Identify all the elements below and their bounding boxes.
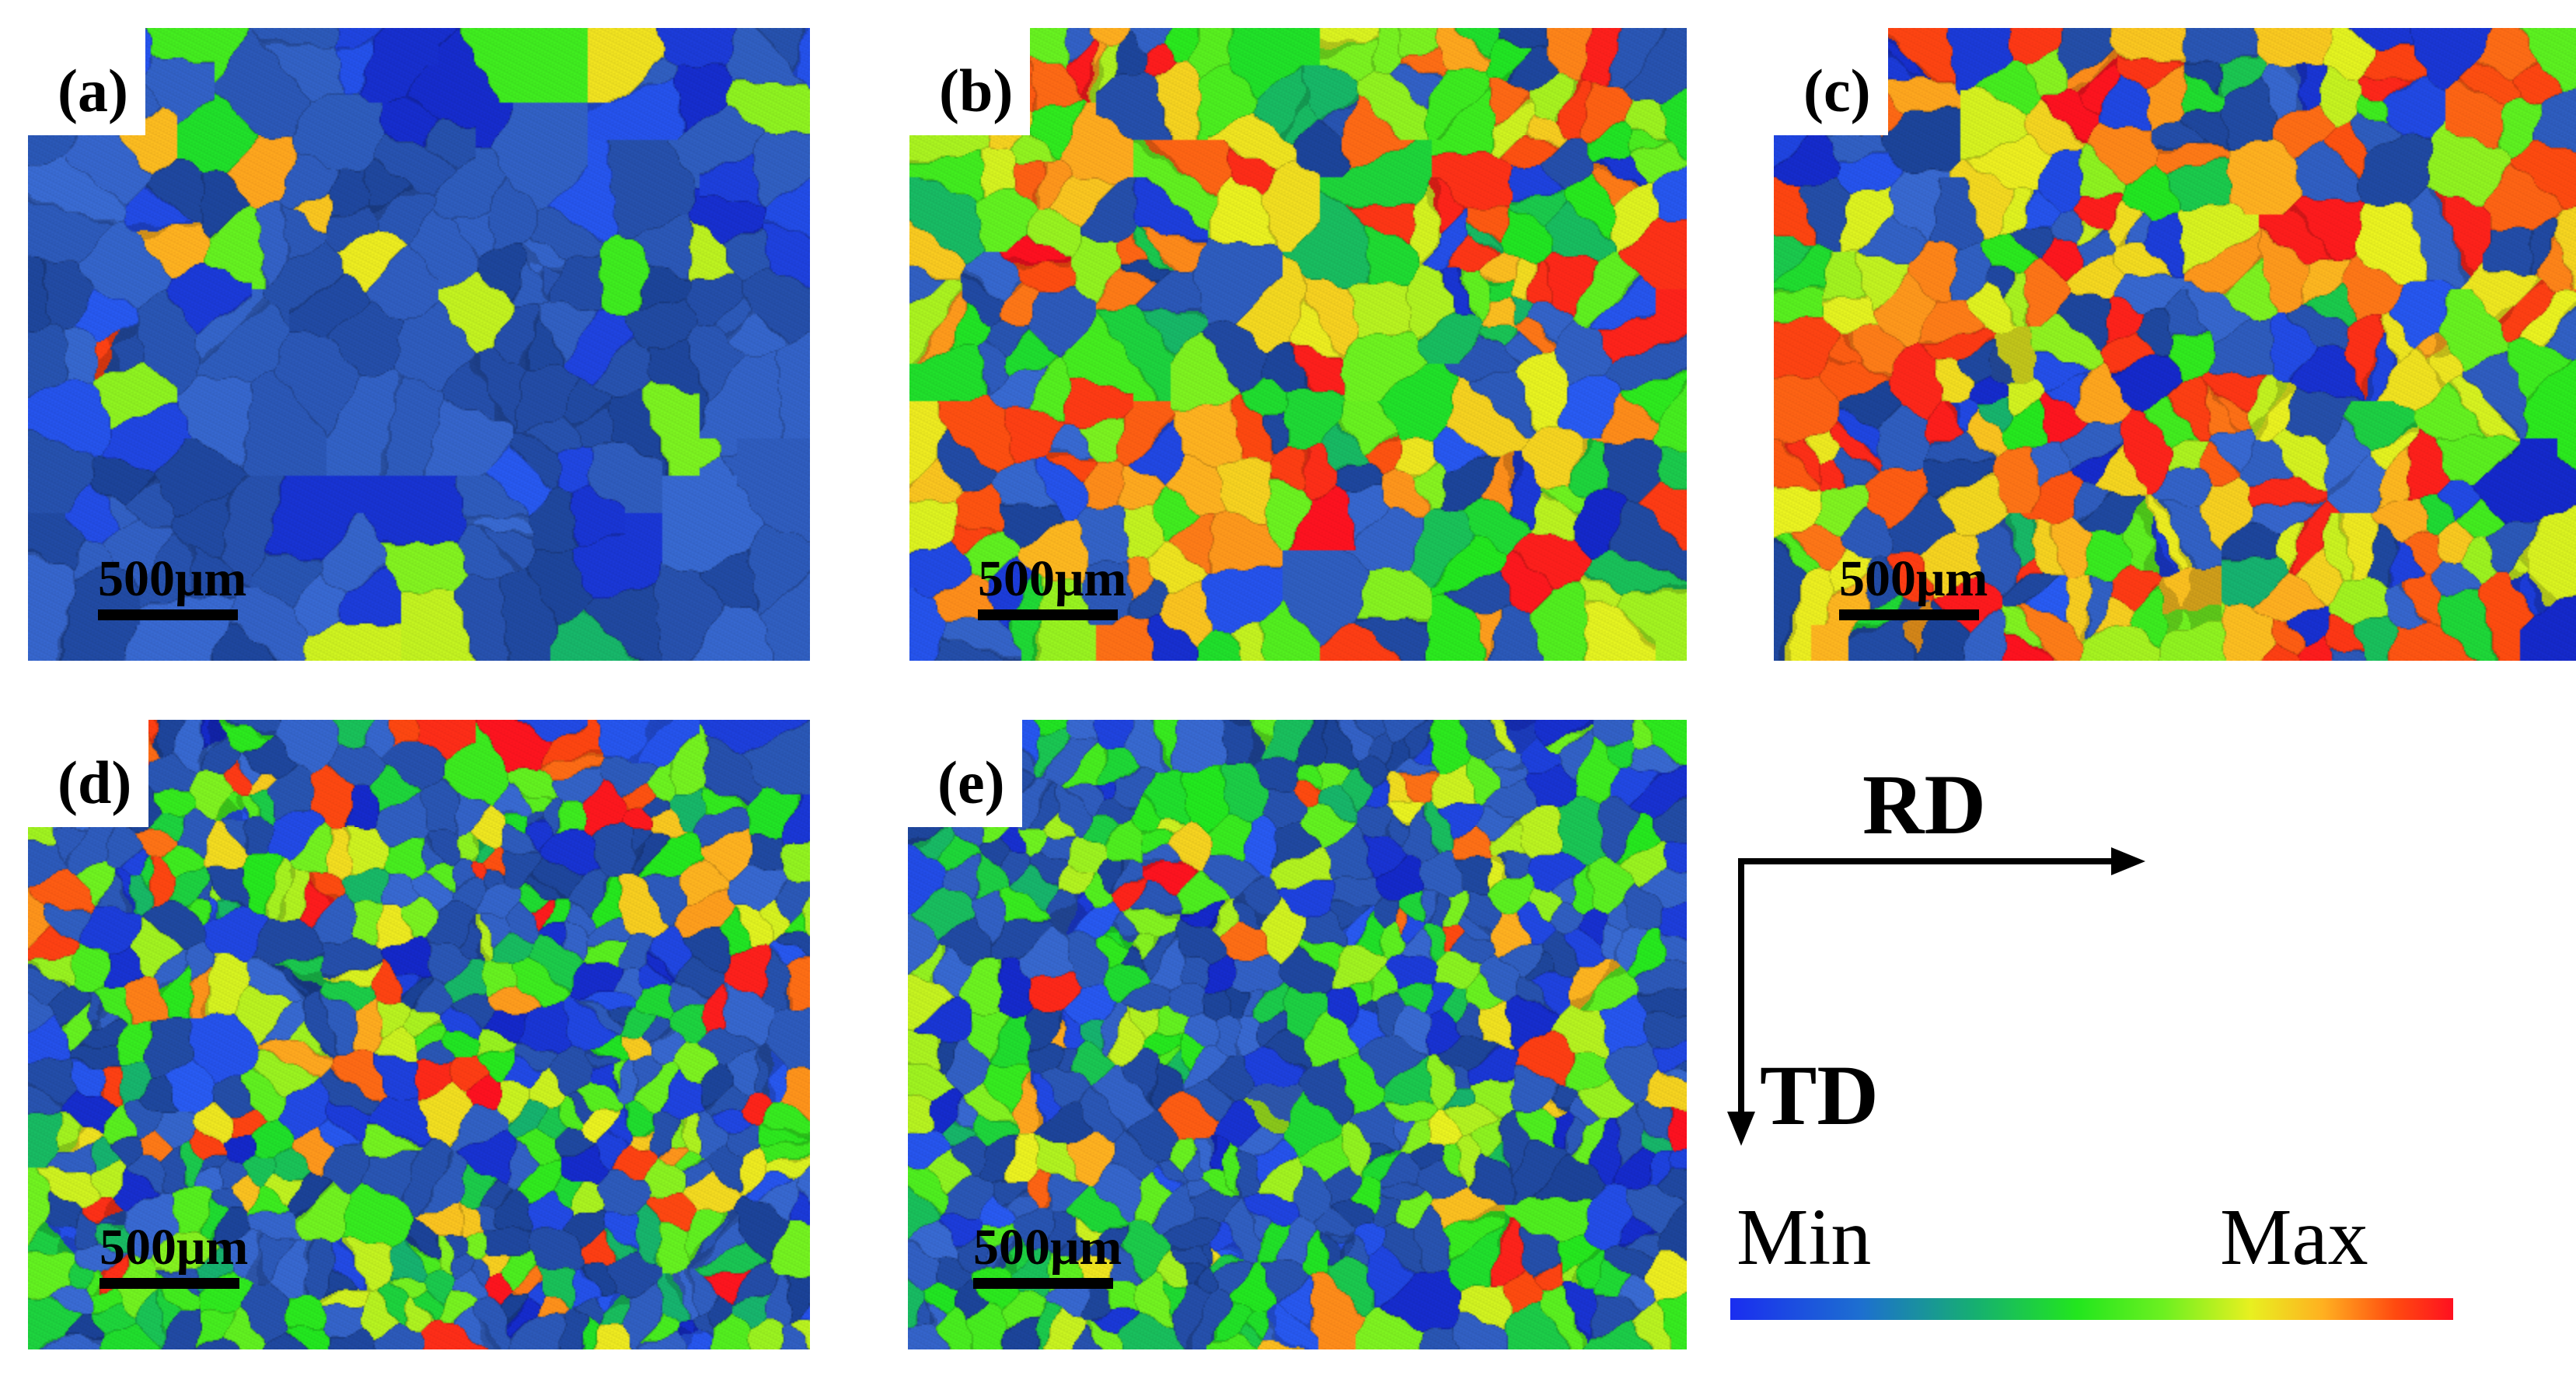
panel-label: (d) [28,720,149,827]
grain-map-image [908,720,1687,1349]
scale-bar-line [98,609,238,620]
scale-bar-label: 500μm [99,1219,249,1276]
ebsd-map-panel-e: (e) 500μm [908,720,1687,1349]
td-axis-label: TD [1760,1048,1879,1143]
panel-label: (a) [28,28,145,135]
ebsd-map-panel-b: (b) 500μm [909,28,1687,661]
color-scale-legend: Min Max [1729,1197,2459,1321]
panel-label: (b) [909,28,1031,135]
scale-bar-label: 500μm [978,550,1127,607]
grain-map-image [28,720,810,1349]
scale-bar-label: 500μm [98,550,247,607]
scale-bar-label: 500μm [973,1219,1122,1276]
ebsd-map-panel-d: (d) 500μm [28,720,810,1349]
scale-bar-label: 500μm [1839,550,1988,607]
ebsd-map-panel-a: (a) 500μm [28,28,810,661]
panel-label: (e) [908,720,1022,827]
scale-bar-line [99,1278,239,1289]
scale-bar-line [1839,609,1979,620]
legend-gradient-bar [1730,1298,2453,1320]
scale-bar-line [973,1278,1113,1289]
rd-arrow-line [1738,858,2119,864]
grain-map-image [1774,28,2576,661]
legend-min-label: Min [1737,1192,1872,1282]
orientation-axes: RD TD [1718,746,2145,1182]
rd-axis-label: RD [1862,757,1986,852]
td-arrow-line [1738,858,1744,1115]
ebsd-map-panel-c: (c) 500μm [1774,28,2576,661]
td-arrow-head-icon [1727,1112,1755,1146]
legend-max-label: Max [2220,1192,2368,1282]
rd-arrow-head-icon [2111,847,2145,875]
grain-map-image [28,28,810,661]
grain-map-image [909,28,1687,661]
scale-bar-line [978,609,1118,620]
panel-label: (c) [1774,28,1888,135]
